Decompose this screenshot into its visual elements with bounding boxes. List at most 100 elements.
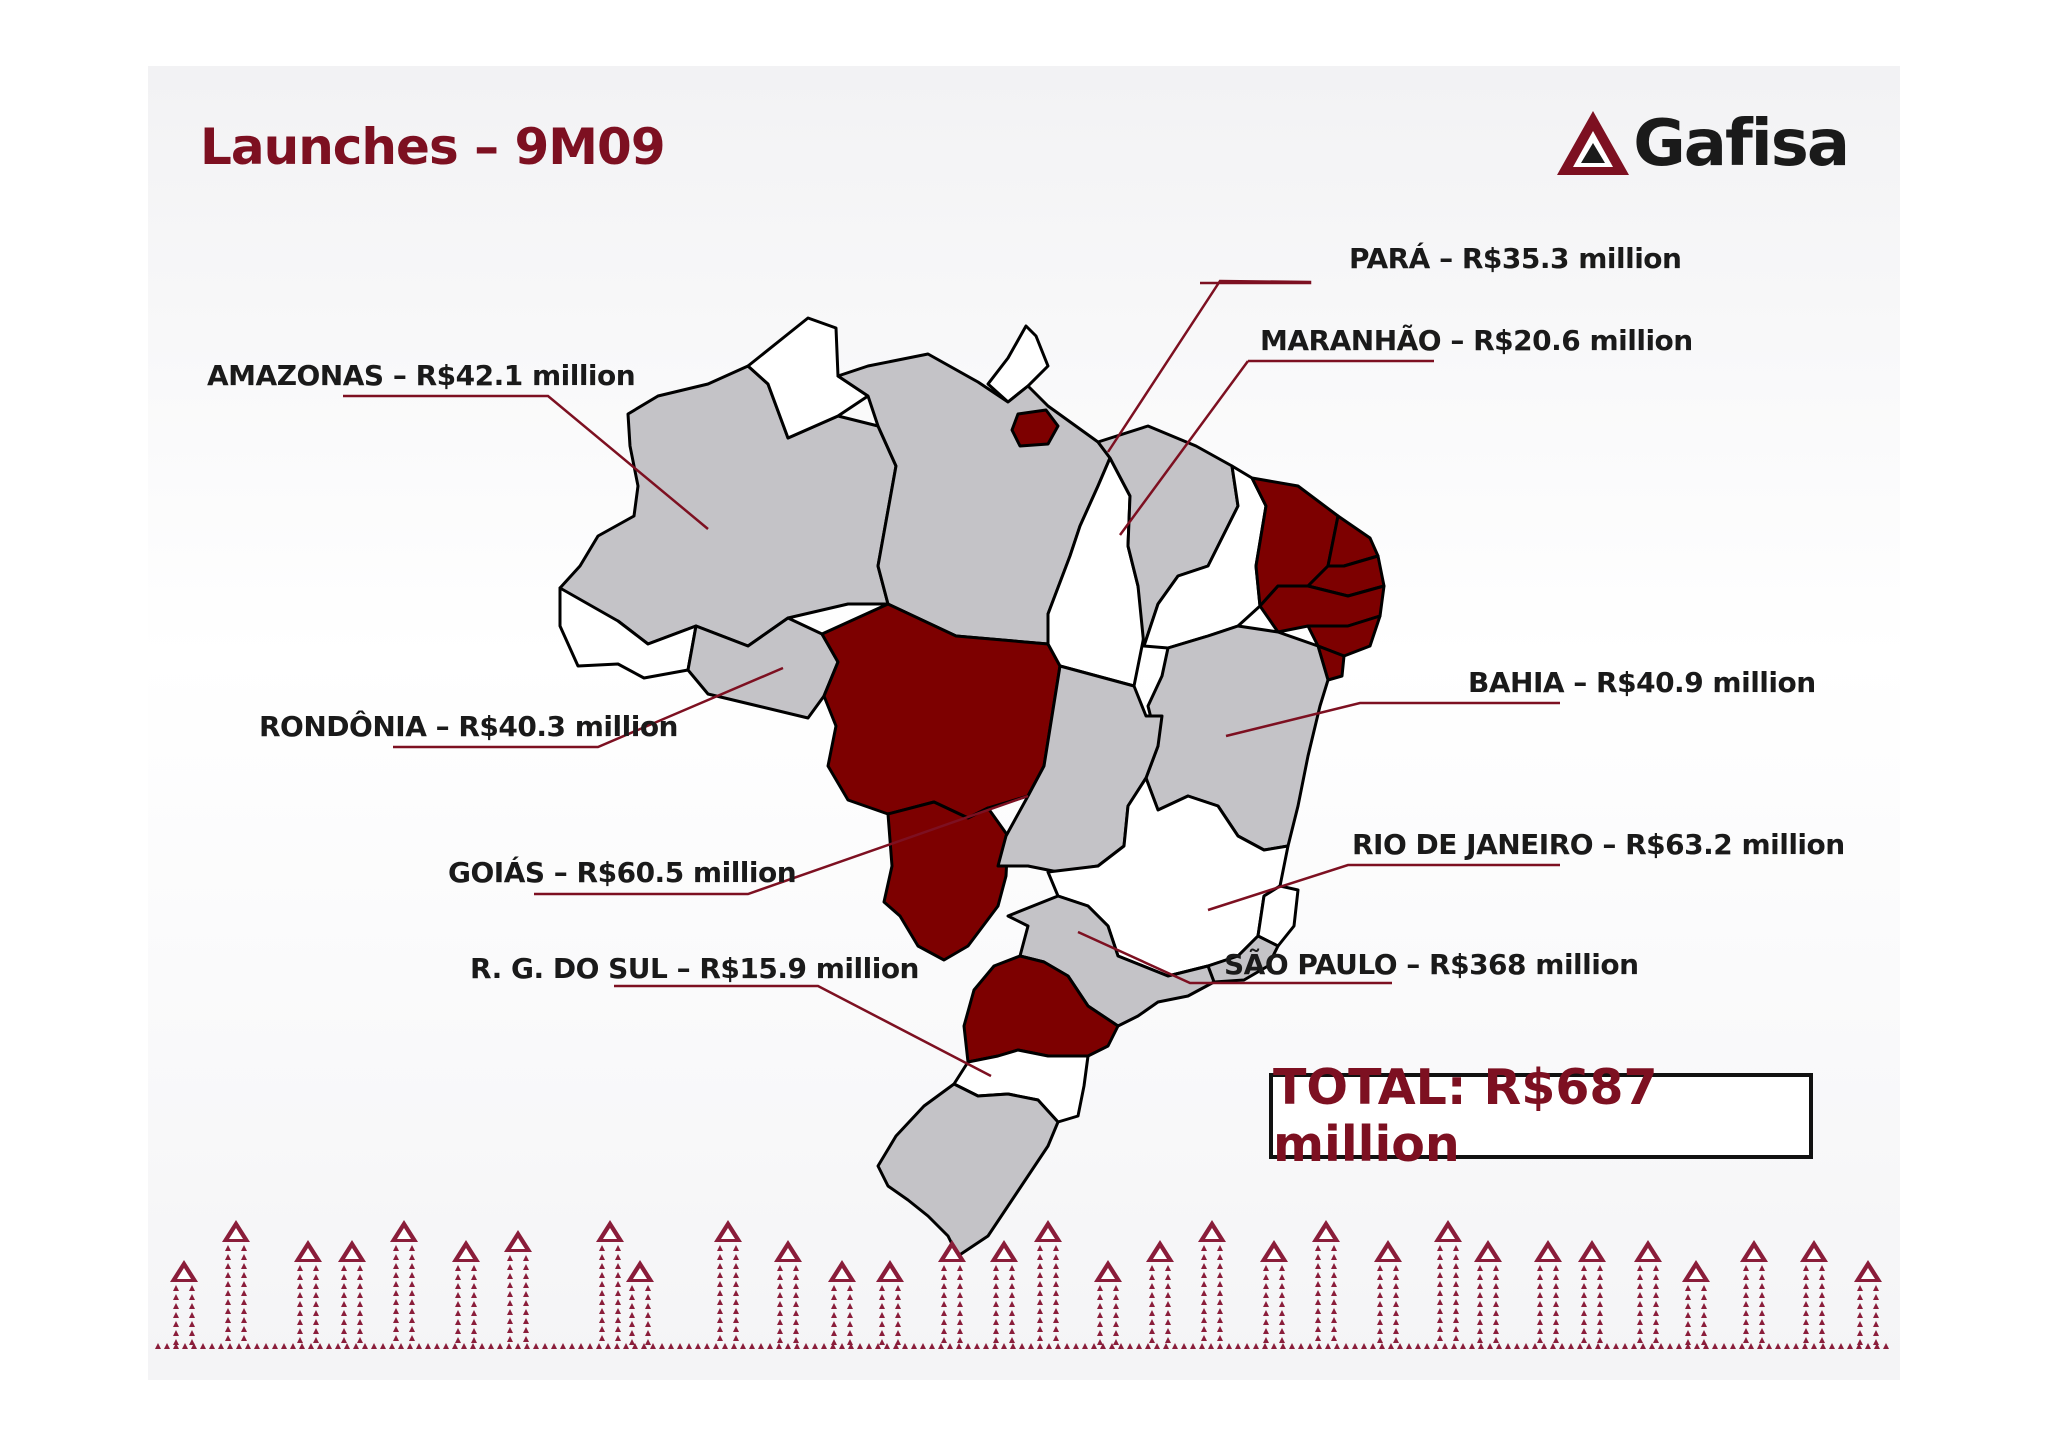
skyline-dot (645, 1330, 651, 1336)
skyline-dot (1113, 1285, 1119, 1291)
skyline-dot (641, 1343, 647, 1349)
skyline-dot (1437, 1326, 1443, 1332)
skyline-dot (1331, 1326, 1337, 1332)
skyline-dot (1019, 1343, 1025, 1349)
skyline-dot (831, 1321, 837, 1327)
skyline-dot (1009, 1337, 1015, 1343)
skyline-dot (1424, 1343, 1430, 1349)
skyline-dot (1315, 1308, 1321, 1314)
skyline-dot (1653, 1337, 1659, 1343)
skyline-dot (1082, 1343, 1088, 1349)
skyline-dot (957, 1283, 963, 1289)
skyline-dot (313, 1337, 319, 1343)
skyline-dot (993, 1274, 999, 1280)
skyline-dot (1597, 1328, 1603, 1334)
skyline-dot (209, 1343, 215, 1349)
skyline-dot (393, 1299, 399, 1305)
skyline-dot (717, 1290, 723, 1296)
skyline-dot (225, 1290, 231, 1296)
skyline-dot (1009, 1292, 1015, 1298)
skyline-dot (1581, 1292, 1587, 1298)
skyline-dot (777, 1337, 783, 1343)
skyline-dot (1637, 1274, 1643, 1280)
skyline-dot (645, 1285, 651, 1291)
skyline-dot (677, 1343, 683, 1349)
skyline-dot (1819, 1292, 1825, 1298)
skyline-dot (1315, 1317, 1321, 1323)
skyline-dot (1037, 1299, 1043, 1305)
skyline-dot (895, 1321, 901, 1327)
skyline-dot (297, 1328, 303, 1334)
skyline-dot (587, 1343, 593, 1349)
skyline-dot (507, 1309, 513, 1315)
skyline-dot (1453, 1254, 1459, 1260)
skyline-dot (1553, 1301, 1559, 1307)
skyline-dot (1053, 1335, 1059, 1341)
skyline-dot (523, 1309, 529, 1315)
skyline-dot (341, 1328, 347, 1334)
skyline-dot (281, 1343, 287, 1349)
label-amazonas-state: AMAZONAS (207, 359, 384, 392)
skyline-dot (777, 1283, 783, 1289)
skyline-dot (455, 1265, 461, 1271)
skyline-dot (479, 1343, 485, 1349)
skyline-dot (1201, 1335, 1207, 1341)
skyline-dot (1653, 1328, 1659, 1334)
skyline-dot (1759, 1274, 1765, 1280)
skyline-dot (1477, 1292, 1483, 1298)
label-rondonia-value: R$40.3 million (458, 710, 678, 743)
skyline-dot (507, 1264, 513, 1270)
skyline-dot (1037, 1326, 1043, 1332)
skyline-dot (1597, 1301, 1603, 1307)
skyline-dot (1857, 1312, 1863, 1318)
skyline-dot (1759, 1301, 1765, 1307)
skyline-dot (357, 1310, 363, 1316)
skyline-dot (974, 1343, 980, 1349)
skyline-dot (1453, 1335, 1459, 1341)
skyline-dot (1493, 1319, 1499, 1325)
skyline-dot (1279, 1265, 1285, 1271)
skyline-dot (1377, 1283, 1383, 1289)
skyline-dot (1028, 1343, 1034, 1349)
skyline-dot (1453, 1299, 1459, 1305)
skyline-dot (1487, 1343, 1493, 1349)
skyline-dot (1279, 1283, 1285, 1289)
skyline-dot (1073, 1343, 1079, 1349)
skyline-dot (1685, 1285, 1691, 1291)
skyline-dot (1803, 1337, 1809, 1343)
skyline-dot (1201, 1263, 1207, 1269)
label-bahia-value: R$40.9 million (1596, 666, 1816, 699)
gafisa-triangle-icon (1557, 111, 1630, 175)
skyline-dot (957, 1319, 963, 1325)
skyline-dot (189, 1312, 195, 1318)
skyline-dot (615, 1245, 621, 1251)
skyline-dot (1537, 1328, 1543, 1334)
skyline-dot (1165, 1319, 1171, 1325)
skyline-dot (471, 1301, 477, 1307)
skyline-dot (1199, 1343, 1205, 1349)
skyline-dot (425, 1343, 431, 1349)
skyline-dot (455, 1328, 461, 1334)
skyline-dot (1009, 1301, 1015, 1307)
skyline-dot (1637, 1328, 1643, 1334)
skyline-dot (1097, 1303, 1103, 1309)
skyline-dot (1553, 1328, 1559, 1334)
total-box: TOTAL: R$687 million (1269, 1059, 1813, 1173)
skyline-dot (1838, 1343, 1844, 1349)
skyline-dot (455, 1310, 461, 1316)
skyline-dot (1581, 1283, 1587, 1289)
skyline-dot (1493, 1301, 1499, 1307)
skyline-dot (1217, 1281, 1223, 1287)
skyline-roof-inner (1441, 1228, 1455, 1239)
skyline-dot (1113, 1294, 1119, 1300)
skyline-dot (241, 1281, 247, 1287)
skyline-dot (1437, 1254, 1443, 1260)
skyline-dot (1857, 1321, 1863, 1327)
skyline-dot (777, 1292, 783, 1298)
skyline-dot (1653, 1265, 1659, 1271)
skyline-dot (1721, 1343, 1727, 1349)
skyline-dot (632, 1343, 638, 1349)
skyline-dot (1053, 1299, 1059, 1305)
skyline-dot (1586, 1343, 1592, 1349)
skyline-dot (1377, 1310, 1383, 1316)
